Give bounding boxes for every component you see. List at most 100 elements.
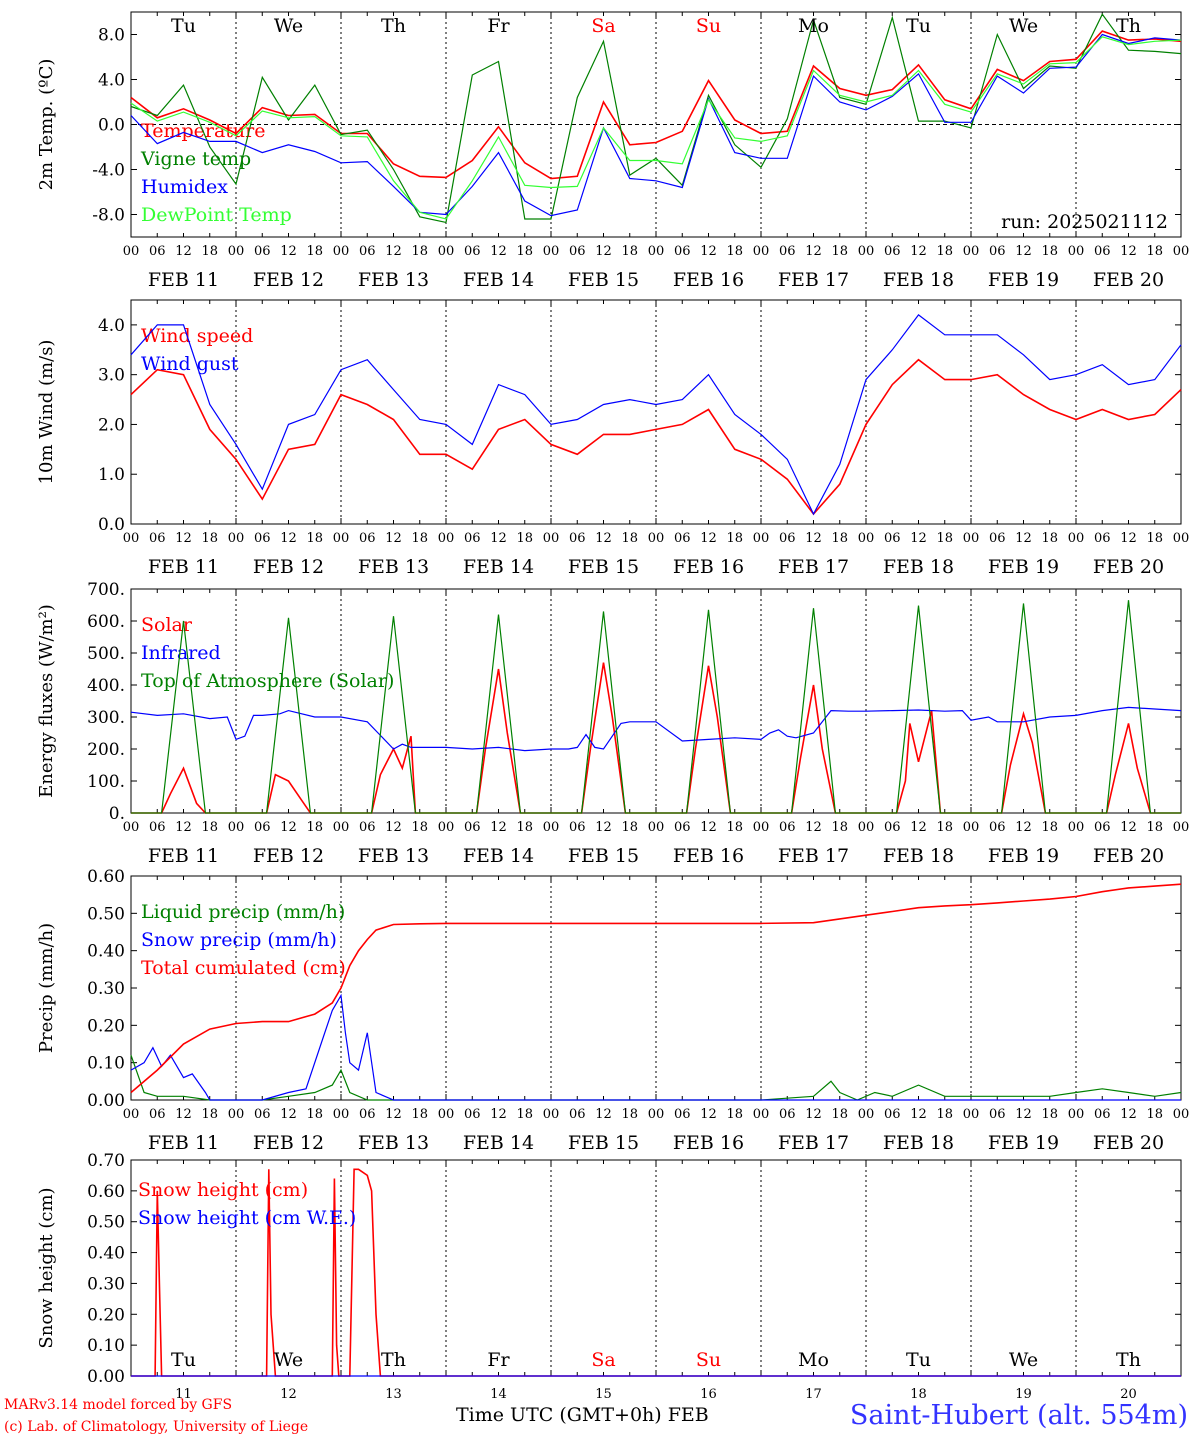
y-tick-label: 0.0 (98, 116, 125, 136)
hour-tick-label: 12 (805, 1107, 822, 1122)
hour-tick-label: 12 (910, 1107, 927, 1122)
hour-tick-label: 00 (963, 820, 980, 835)
hour-tick-label: 12 (1120, 531, 1137, 546)
hour-tick-label: 06 (569, 244, 586, 259)
date-label: FEB 12 (253, 1132, 324, 1154)
hour-tick-label: 12 (1015, 531, 1032, 546)
date-label: FEB 13 (358, 556, 429, 578)
y-tick-label: 0. (109, 804, 125, 824)
y-tick-label: 0.00 (87, 1091, 125, 1111)
hour-tick-label: 12 (595, 1107, 612, 1122)
legend-entry: Infrared (141, 642, 221, 664)
y-tick-label: 0.60 (87, 1182, 125, 1202)
hour-tick-label: 18 (306, 244, 323, 259)
day-number-label: 12 (280, 1387, 297, 1400)
hour-tick-label: 12 (385, 1107, 402, 1122)
date-label: FEB 17 (778, 1132, 849, 1154)
date-label: FEB 20 (1093, 556, 1164, 578)
date-label: FEB 20 (1093, 1132, 1164, 1154)
hour-tick-label: 00 (228, 244, 245, 259)
hour-tick-label: 18 (201, 1107, 218, 1122)
hour-tick-label: 18 (516, 820, 533, 835)
hour-tick-label: 18 (831, 1107, 848, 1122)
y-tick-label: 0.50 (87, 1213, 125, 1233)
hour-tick-label: 12 (175, 1107, 192, 1122)
hour-tick-label: 06 (779, 244, 796, 259)
hour-tick-label: 12 (910, 820, 927, 835)
hour-tick-label: 06 (464, 531, 481, 546)
y-tick-label: 300. (87, 708, 125, 728)
hour-tick-label: 18 (1041, 1107, 1058, 1122)
weekday-label: Tu (171, 1349, 196, 1371)
hour-tick-label: 00 (963, 531, 980, 546)
hour-tick-label: 18 (411, 244, 428, 259)
y-tick-label: 0.0 (98, 515, 125, 535)
date-label: FEB 18 (883, 845, 954, 867)
hour-tick-label: 00 (1068, 531, 1085, 546)
hour-tick-label: 00 (858, 531, 875, 546)
hour-tick-label: 06 (989, 820, 1006, 835)
hour-tick-label: 12 (280, 820, 297, 835)
y-axis-label: Snow height (cm) (36, 1187, 57, 1348)
weekday-label: We (1009, 15, 1038, 37)
hour-tick-label: 18 (306, 531, 323, 546)
hour-tick-label: 00 (753, 244, 770, 259)
weekday-label: Sa (591, 15, 615, 37)
hour-tick-label: 00 (438, 531, 455, 546)
hour-tick-label: 06 (1094, 244, 1111, 259)
day-number-label: 14 (490, 1387, 507, 1400)
legend-entry: Vigne temp (140, 148, 251, 170)
hour-tick-label: 00 (333, 531, 350, 546)
legend-entry: Solar (141, 614, 193, 636)
hour-tick-label: 18 (1146, 820, 1163, 835)
y-tick-label: 0.20 (87, 1305, 125, 1325)
legend-entry: Snow height (cm) (138, 1179, 308, 1201)
hour-tick-label: 18 (411, 1107, 428, 1122)
hour-tick-label: 06 (569, 820, 586, 835)
hour-tick-label: 00 (543, 244, 560, 259)
series-line-4 (130, 36, 1182, 220)
y-tick-label: -8.0 (92, 206, 125, 226)
series-line-3 (130, 883, 1182, 1094)
hour-tick-label: 06 (674, 531, 691, 546)
legend-entry: Wind gust (141, 353, 239, 375)
hour-tick-label: 12 (385, 820, 402, 835)
date-label: FEB 15 (568, 845, 639, 867)
hour-tick-label: 00 (228, 820, 245, 835)
hour-tick-label: 12 (700, 531, 717, 546)
hour-tick-label: 00 (1173, 244, 1190, 259)
meteogram: -8.0-4.00.04.08.02m Temp. (ºC) Temperatur… (36, 11, 1190, 1400)
hour-tick-label: 18 (621, 531, 638, 546)
day-number-label: 11 (175, 1387, 192, 1400)
day-number-label: 13 (385, 1387, 402, 1400)
hour-tick-label: 06 (779, 531, 796, 546)
hour-tick-label: 00 (123, 820, 140, 835)
hour-tick-label: 18 (621, 244, 638, 259)
weekday-label: Tu (171, 15, 196, 37)
y-tick-label: 4.0 (98, 316, 125, 336)
date-label: FEB 12 (253, 269, 324, 291)
weekday-label: Sa (591, 1349, 615, 1371)
hour-tick-label: 00 (858, 1107, 875, 1122)
hour-tick-label: 06 (884, 244, 901, 259)
y-tick-label: 0.10 (87, 1054, 125, 1074)
date-label: FEB 20 (1093, 269, 1164, 291)
y-tick-label: 200. (87, 740, 125, 760)
hour-tick-label: 06 (254, 1107, 271, 1122)
hour-tick-label: 18 (306, 1107, 323, 1122)
date-label: FEB 14 (463, 845, 534, 867)
hour-tick-label: 06 (149, 1107, 166, 1122)
legend-entry: DewPoint Temp (141, 204, 292, 226)
hour-tick-label: 06 (989, 1107, 1006, 1122)
hour-tick-label: 18 (621, 820, 638, 835)
hour-tick-label: 12 (175, 820, 192, 835)
day-number-label: 19 (1015, 1387, 1032, 1400)
date-label: FEB 16 (673, 1132, 744, 1154)
hour-tick-label: 12 (595, 820, 612, 835)
series-line-2 (130, 314, 1182, 516)
y-tick-label: 3.0 (98, 366, 125, 386)
weekday-label: We (1009, 1349, 1038, 1371)
run-label: run: 2025021112 (1001, 211, 1168, 233)
series-line-1 (130, 358, 1182, 516)
hour-tick-label: 12 (910, 531, 927, 546)
